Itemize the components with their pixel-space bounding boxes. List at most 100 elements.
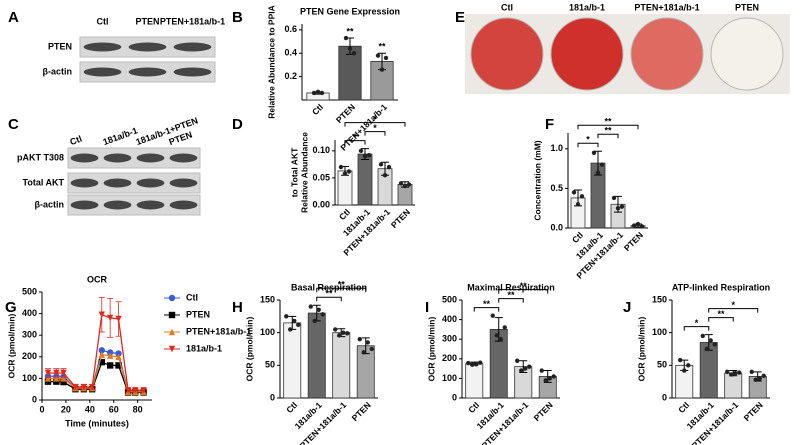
data-point: [346, 169, 352, 174]
data-point: [502, 325, 507, 330]
y-tick-label: 150: [652, 294, 667, 304]
data-point: [523, 366, 528, 371]
data-point: [749, 369, 754, 375]
data-point: [406, 182, 412, 187]
sig-bracket: [708, 308, 759, 313]
data-point: [474, 362, 479, 367]
marker: [44, 378, 52, 385]
data-point: [288, 327, 293, 332]
data-point: [382, 173, 388, 178]
data-point: [347, 46, 353, 51]
data-point: [551, 374, 556, 379]
marker: [44, 369, 52, 377]
data-point: [338, 164, 344, 170]
significance: **: [338, 280, 346, 290]
bar: [307, 312, 326, 399]
data-point: [366, 152, 372, 158]
panel-label: B: [232, 9, 243, 26]
legend-label: PTEN: [186, 309, 210, 319]
data-point: [358, 148, 364, 154]
dish: [630, 17, 704, 91]
data-point: [753, 377, 758, 382]
data-point: [498, 337, 503, 342]
data-point: [378, 162, 384, 167]
chart-title: Basal Respiration: [291, 282, 367, 292]
row-label: β-actin: [35, 199, 65, 209]
data-point: [611, 195, 617, 201]
x-tick-label: 60: [109, 404, 119, 414]
marker: [168, 345, 176, 353]
y-tick-label: 100: [22, 373, 37, 383]
significance: *: [373, 123, 377, 133]
sig-bracket: [498, 289, 549, 294]
significance: **: [604, 117, 612, 127]
dish-label: PTEN: [735, 2, 759, 12]
y-axis-label: Concentration (mM): [532, 140, 542, 220]
data-point: [311, 90, 317, 96]
data-point: [631, 223, 637, 228]
panel-label: I: [425, 299, 429, 316]
y-axis-label: OCR (pmol/min): [244, 316, 254, 381]
data-point: [712, 342, 717, 347]
chart-title: OCR: [87, 274, 108, 284]
sig-bracket: [577, 124, 639, 130]
data-point: [635, 221, 641, 227]
y-tick-label: 0: [662, 392, 667, 402]
sig-bracket: [344, 140, 366, 145]
y-tick-label: 300: [442, 334, 457, 344]
data-point: [571, 190, 577, 195]
marker: [106, 352, 114, 359]
panel-label: A: [8, 9, 19, 26]
data-point: [639, 224, 645, 229]
sig-bracket: [316, 287, 367, 293]
data-point: [284, 314, 289, 319]
y-tick-label: 500: [442, 294, 457, 304]
band: [173, 67, 212, 77]
panel-label: H: [232, 299, 243, 316]
panel-label: E: [455, 9, 465, 26]
marker: [106, 314, 114, 322]
row-label: PTEN: [48, 41, 72, 51]
significance: **: [325, 289, 333, 299]
panel-label: C: [8, 116, 19, 133]
marker: [115, 353, 122, 360]
y-tick-label: 300: [22, 330, 37, 340]
significance: **: [346, 26, 354, 36]
data-point: [369, 346, 374, 352]
data-point: [386, 164, 392, 170]
data-point: [599, 162, 605, 167]
data-point: [686, 363, 691, 368]
data-point: [342, 171, 348, 176]
data-point: [375, 53, 381, 58]
y-tick-label: 500: [22, 286, 37, 296]
band: [70, 153, 99, 163]
data-point: [357, 337, 362, 342]
y-tick-label: 1.0: [550, 143, 563, 153]
data-point: [478, 360, 483, 365]
data-point: [725, 369, 730, 375]
y-tick-label: 0: [270, 392, 275, 402]
data-point: [365, 340, 370, 345]
marker: [60, 375, 67, 382]
row-label: β-actin: [43, 66, 73, 76]
data-point: [333, 327, 338, 332]
x-tick-label: 80: [133, 404, 143, 414]
x-axis-label: Time (minutes): [65, 418, 129, 428]
marker: [53, 378, 60, 385]
data-point: [619, 204, 625, 209]
marker: [53, 375, 60, 382]
dish-label: Ctl: [501, 2, 513, 12]
legend-label: PTEN+181a/b-1: [186, 326, 251, 336]
data-point: [704, 346, 709, 352]
data-point: [361, 350, 366, 355]
band: [136, 200, 165, 210]
data-point: [575, 202, 581, 207]
marker: [98, 359, 105, 366]
x-tick-label: 20: [61, 404, 71, 414]
lane-label: PTEN+181a/b-1: [160, 16, 225, 26]
band: [169, 178, 198, 188]
chart-title: PTEN Gene Expression: [300, 6, 400, 16]
significance: **: [507, 290, 515, 300]
data-point: [539, 368, 544, 373]
dish: [470, 17, 544, 91]
